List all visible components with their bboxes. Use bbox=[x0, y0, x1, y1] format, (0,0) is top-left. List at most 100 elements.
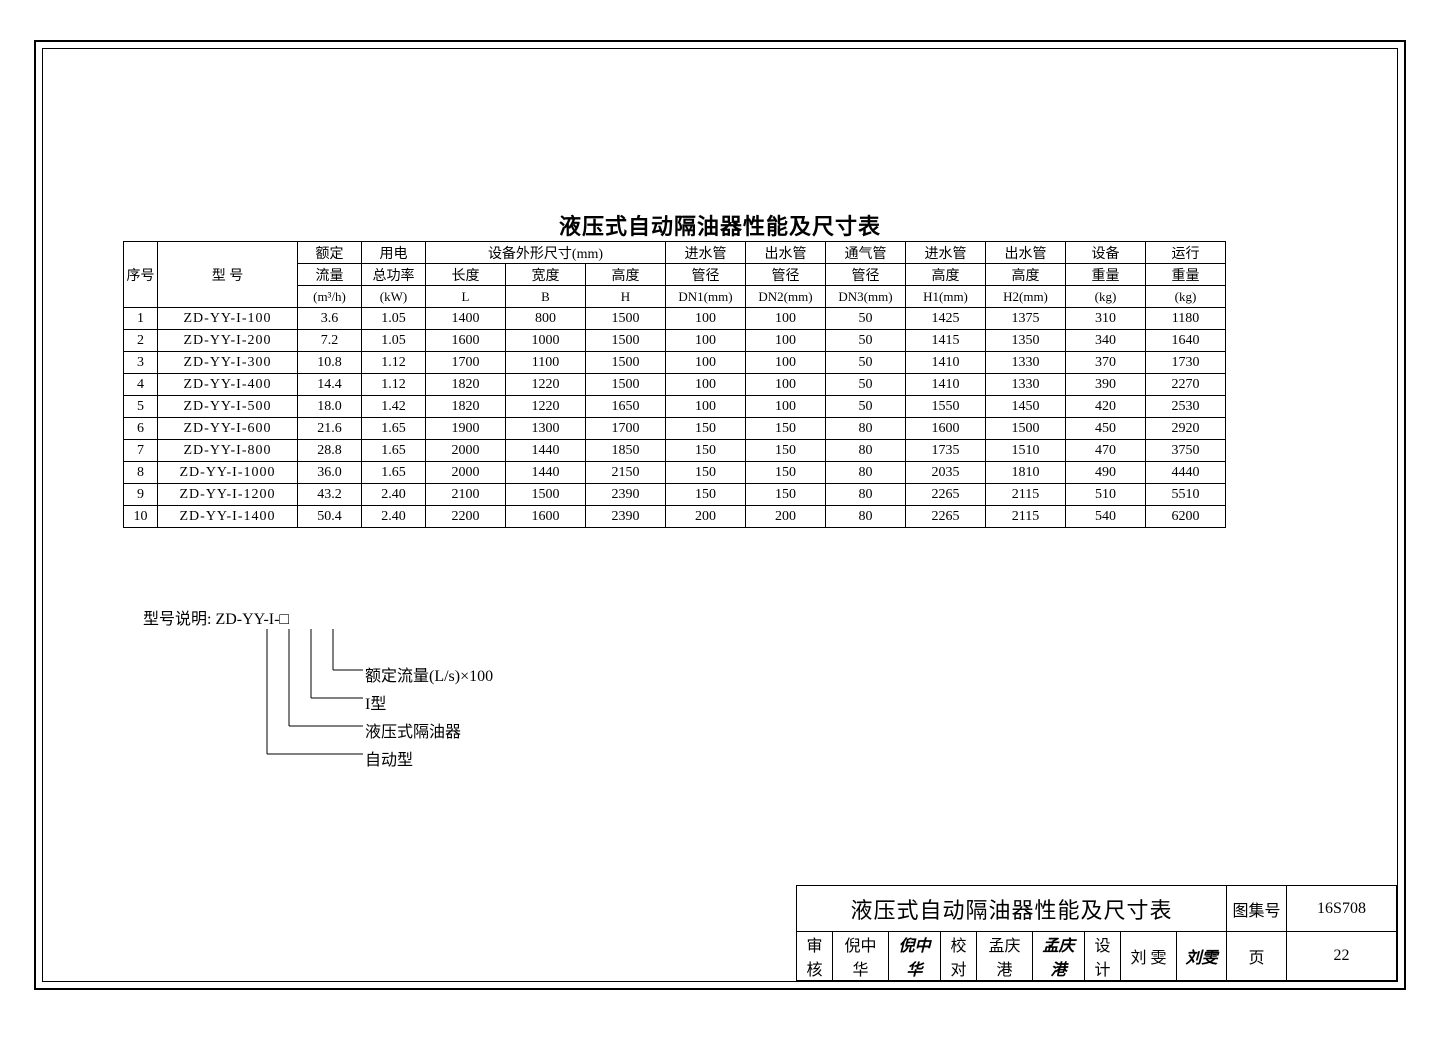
table-cell: 36.0 bbox=[298, 462, 362, 484]
table-cell: ZD-YY-I-800 bbox=[158, 440, 298, 462]
table-cell: ZD-YY-I-500 bbox=[158, 396, 298, 418]
table-cell: 6 bbox=[124, 418, 158, 440]
table-cell: ZD-YY-I-1400 bbox=[158, 506, 298, 528]
table-cell: 3750 bbox=[1146, 440, 1226, 462]
table-cell: 340 bbox=[1066, 330, 1146, 352]
table-cell: 450 bbox=[1066, 418, 1146, 440]
tb-check-name: 孟庆港 bbox=[977, 932, 1033, 981]
col-run-3: (kg) bbox=[1146, 286, 1226, 308]
table-cell: 1300 bbox=[506, 418, 586, 440]
table-cell: 150 bbox=[666, 484, 746, 506]
col-model: 型 号 bbox=[158, 242, 298, 308]
table-cell: 150 bbox=[746, 484, 826, 506]
table-row: 3ZD-YY-I-30010.81.1217001100150010010050… bbox=[124, 352, 1226, 374]
table-cell: 510 bbox=[1066, 484, 1146, 506]
table-cell: 6200 bbox=[1146, 506, 1226, 528]
col-outH-3: H2(mm) bbox=[986, 286, 1066, 308]
table-row: 7ZD-YY-I-80028.81.6520001440185015015080… bbox=[124, 440, 1226, 462]
table-cell: 1.42 bbox=[362, 396, 426, 418]
table-cell: ZD-YY-I-1000 bbox=[158, 462, 298, 484]
col-inH-1: 进水管 bbox=[906, 242, 986, 264]
table-cell: 50 bbox=[826, 308, 906, 330]
tb-design-name: 刘 雯 bbox=[1121, 932, 1177, 981]
table-cell: 2035 bbox=[906, 462, 986, 484]
table-cell: 7 bbox=[124, 440, 158, 462]
table-cell: 1415 bbox=[906, 330, 986, 352]
table-cell: 1700 bbox=[586, 418, 666, 440]
table-cell: 420 bbox=[1066, 396, 1146, 418]
table-cell: 150 bbox=[666, 418, 746, 440]
tb-page-no: 22 bbox=[1287, 932, 1397, 981]
col-len-2: 长度 bbox=[426, 264, 506, 286]
table-cell: 2150 bbox=[586, 462, 666, 484]
table-cell: 80 bbox=[826, 462, 906, 484]
table-cell: ZD-YY-I-100 bbox=[158, 308, 298, 330]
table-cell: 2115 bbox=[986, 506, 1066, 528]
table-cell: 18.0 bbox=[298, 396, 362, 418]
table-cell: 2530 bbox=[1146, 396, 1226, 418]
table-cell: 2000 bbox=[426, 440, 506, 462]
table-cell: 1000 bbox=[506, 330, 586, 352]
table-cell: 3.6 bbox=[298, 308, 362, 330]
table-cell: ZD-YY-I-600 bbox=[158, 418, 298, 440]
col-power-3: (kW) bbox=[362, 286, 426, 308]
table-cell: 80 bbox=[826, 506, 906, 528]
table-cell: 390 bbox=[1066, 374, 1146, 396]
page-title: 液压式自动隔油器性能及尺寸表 bbox=[43, 209, 1397, 241]
table-cell: 1.12 bbox=[362, 352, 426, 374]
table-cell: 200 bbox=[666, 506, 746, 528]
table-cell: 1.65 bbox=[362, 462, 426, 484]
col-inH-3: H1(mm) bbox=[906, 286, 986, 308]
table-row: 6ZD-YY-I-60021.61.6519001300170015015080… bbox=[124, 418, 1226, 440]
col-hgt-3: H bbox=[586, 286, 666, 308]
col-dims-1: 设备外形尺寸(mm) bbox=[426, 242, 666, 264]
col-len-3: L bbox=[426, 286, 506, 308]
table-cell: ZD-YY-I-1200 bbox=[158, 484, 298, 506]
table-cell: 1650 bbox=[586, 396, 666, 418]
table-cell: ZD-YY-I-300 bbox=[158, 352, 298, 374]
table-cell: ZD-YY-I-200 bbox=[158, 330, 298, 352]
tb-design-sig: 刘雯 bbox=[1177, 932, 1227, 981]
table-cell: 2200 bbox=[426, 506, 506, 528]
col-flow-1: 额定 bbox=[298, 242, 362, 264]
col-wgt-2: 重量 bbox=[1066, 264, 1146, 286]
col-out-1: 出水管 bbox=[746, 242, 826, 264]
table-cell: 1500 bbox=[586, 374, 666, 396]
table-cell: 43.2 bbox=[298, 484, 362, 506]
table-cell: 100 bbox=[666, 330, 746, 352]
table-cell: 50.4 bbox=[298, 506, 362, 528]
table-cell: 9 bbox=[124, 484, 158, 506]
table-cell: 1100 bbox=[506, 352, 586, 374]
table-cell: 7.2 bbox=[298, 330, 362, 352]
col-vent-1: 通气管 bbox=[826, 242, 906, 264]
table-cell: 1180 bbox=[1146, 308, 1226, 330]
table-cell: 1850 bbox=[586, 440, 666, 462]
table-cell: 28.8 bbox=[298, 440, 362, 462]
table-cell: 1820 bbox=[426, 374, 506, 396]
table-cell: 100 bbox=[746, 396, 826, 418]
legend-line-1: I型 bbox=[365, 691, 493, 719]
col-in-3: DN1(mm) bbox=[666, 286, 746, 308]
table-cell: 50 bbox=[826, 396, 906, 418]
table-cell: 80 bbox=[826, 418, 906, 440]
spec-table: 序号 型 号 额定 用电 设备外形尺寸(mm) 进水管 出水管 通气管 进水管 … bbox=[123, 241, 1226, 528]
table-row: 4ZD-YY-I-40014.41.1218201220150010010050… bbox=[124, 374, 1226, 396]
col-power-2: 总功率 bbox=[362, 264, 426, 286]
tb-title: 液压式自动隔油器性能及尺寸表 bbox=[797, 886, 1227, 932]
table-cell: 1.05 bbox=[362, 308, 426, 330]
table-cell: 1 bbox=[124, 308, 158, 330]
table-cell: 50 bbox=[826, 330, 906, 352]
table-cell: 2.40 bbox=[362, 484, 426, 506]
legend-line-0: 额定流量(L/s)×100 bbox=[365, 663, 493, 691]
col-outH-1: 出水管 bbox=[986, 242, 1066, 264]
col-flow-3: (m³/h) bbox=[298, 286, 362, 308]
table-cell: 1500 bbox=[986, 418, 1066, 440]
table-cell: 1600 bbox=[906, 418, 986, 440]
col-wid-3: B bbox=[506, 286, 586, 308]
table-cell: 4 bbox=[124, 374, 158, 396]
table-cell: 4440 bbox=[1146, 462, 1226, 484]
col-inH-2: 高度 bbox=[906, 264, 986, 286]
table-cell: 2270 bbox=[1146, 374, 1226, 396]
table-cell: 2265 bbox=[906, 506, 986, 528]
col-wgt-3: (kg) bbox=[1066, 286, 1146, 308]
